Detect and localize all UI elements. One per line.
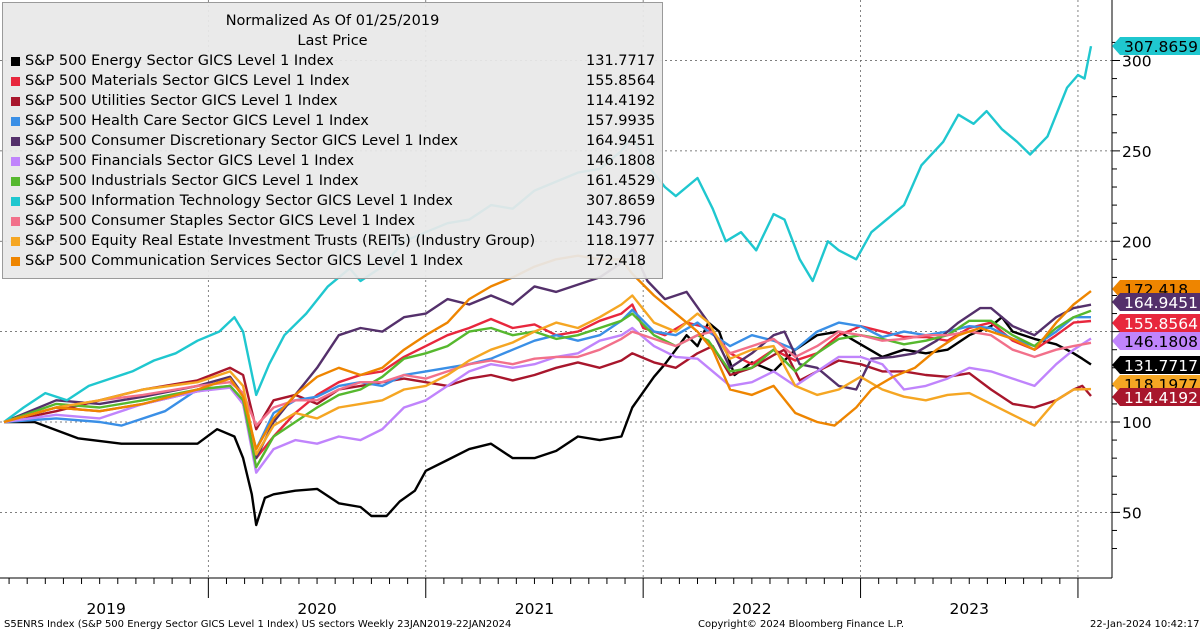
legend-swatch xyxy=(11,57,20,66)
series-line xyxy=(3,330,1092,427)
series-line xyxy=(4,316,1092,527)
legend-title: Normalized As Of 01/25/2019 xyxy=(225,13,440,29)
legend-item: S&P 500 Communication Services Sector GI… xyxy=(3,251,662,271)
legend-series-name: S&P 500 Communication Services Sector GI… xyxy=(25,253,464,269)
x-axis-label: 2023 xyxy=(950,600,989,618)
last-value-label: 155.8564 xyxy=(1124,315,1198,333)
legend-swatch xyxy=(11,217,20,226)
last-value-label: 146.1808 xyxy=(1124,333,1198,351)
last-value-label: 164.9451 xyxy=(1124,294,1198,312)
series-line xyxy=(3,326,1092,474)
legend-item: S&P 500 Consumer Discretionary Sector GI… xyxy=(3,131,662,151)
last-value-label-box xyxy=(1112,356,1200,374)
x-axis-label: 2022 xyxy=(732,600,771,618)
legend-last-value: 155.8564 xyxy=(586,73,656,89)
legend-swatch xyxy=(11,137,20,146)
last-value-label: 131.7717 xyxy=(1124,357,1198,375)
legend-item: S&P 500 Energy Sector GICS Level 1 Index… xyxy=(3,51,662,71)
legend-swatch xyxy=(11,257,20,266)
x-axis: 2019 2020 2021 2022 2023 xyxy=(0,577,1112,618)
footer-timestamp: 22-Jan-2024 10:42:17 xyxy=(1090,619,1200,630)
legend-series-name: S&P 500 Consumer Staples Sector GICS Lev… xyxy=(25,213,416,229)
series-line xyxy=(3,309,1092,469)
legend-swatch xyxy=(11,117,20,126)
legend-item: S&P 500 Financials Sector GICS Level 1 I… xyxy=(3,151,662,171)
last-value-label-box xyxy=(1112,314,1200,332)
legend-series-name: S&P 500 Utilities Sector GICS Level 1 In… xyxy=(25,93,338,109)
legend-swatch xyxy=(11,157,20,166)
legend-last-value: 143.796 xyxy=(586,213,646,229)
legend: Normalized As Of 01/25/2019 Last Price S… xyxy=(2,2,663,279)
legend-series-name: S&P 500 Industrials Sector GICS Level 1 … xyxy=(25,173,359,189)
last-value-boxes: 172.418164.9451307.8659155.8564146.18081… xyxy=(1112,37,1200,407)
legend-swatch xyxy=(11,197,20,206)
legend-series-name: S&P 500 Materials Sector GICS Level 1 In… xyxy=(25,73,350,89)
x-axis-label: 2021 xyxy=(515,600,554,618)
x-axis-label: 2019 xyxy=(86,600,125,618)
last-value-label-box xyxy=(1112,293,1200,311)
legend-last-value: 161.4529 xyxy=(586,173,656,189)
legend-last-value: 164.9451 xyxy=(586,133,656,149)
y-axis-label: 50 xyxy=(1122,504,1142,522)
y-axis-label: 300 xyxy=(1122,53,1152,71)
legend-series-name: S&P 500 Equity Real Estate Investment Tr… xyxy=(25,233,536,249)
legend-rows: S&P 500 Energy Sector GICS Level 1 Index… xyxy=(3,51,662,271)
last-value-label-box xyxy=(1112,37,1200,55)
legend-item: S&P 500 Utilities Sector GICS Level 1 In… xyxy=(3,91,662,111)
legend-swatch xyxy=(11,177,20,186)
legend-swatch xyxy=(11,237,20,246)
x-axis-label: 2020 xyxy=(297,600,336,618)
legend-item: S&P 500 Consumer Staples Sector GICS Lev… xyxy=(3,211,662,231)
last-value-label-box xyxy=(1112,388,1200,406)
legend-last-value: 131.7717 xyxy=(586,53,656,69)
y-axis-label: 200 xyxy=(1122,233,1152,251)
series-line xyxy=(3,344,1092,431)
legend-last-value: 307.8659 xyxy=(586,193,656,209)
y-axis-label: 100 xyxy=(1122,414,1152,432)
legend-swatch xyxy=(11,97,20,106)
last-value-label: 307.8659 xyxy=(1124,38,1198,56)
legend-series-name: S&P 500 Consumer Discretionary Sector GI… xyxy=(25,133,459,149)
footer-security-info: S5ENRS Index (S&P 500 Energy Sector GICS… xyxy=(4,619,512,630)
legend-series-name: S&P 500 Health Care Sector GICS Level 1 … xyxy=(25,113,369,129)
legend-last-value: 118.1977 xyxy=(586,233,656,249)
last-value-label-box xyxy=(1112,332,1200,350)
series-line xyxy=(3,303,1092,460)
legend-item: S&P 500 Health Care Sector GICS Level 1 … xyxy=(3,111,662,131)
legend-item: S&P 500 Information Technology Sector GI… xyxy=(3,191,662,211)
legend-last-value: 157.9935 xyxy=(586,113,656,129)
legend-series-name: S&P 500 Financials Sector GICS Level 1 I… xyxy=(25,153,355,169)
legend-last-value: 172.418 xyxy=(586,253,646,269)
series-line xyxy=(3,294,1092,456)
legend-item: S&P 500 Materials Sector GICS Level 1 In… xyxy=(3,71,662,91)
last-value-label: 114.4192 xyxy=(1124,389,1198,407)
legend-item: S&P 500 Industrials Sector GICS Level 1 … xyxy=(3,171,662,191)
legend-subtitle: Last Price xyxy=(297,33,368,49)
legend-last-value: 114.4192 xyxy=(586,93,656,109)
legend-series-name: S&P 500 Energy Sector GICS Level 1 Index xyxy=(25,53,334,69)
legend-last-value: 146.1808 xyxy=(586,153,656,169)
legend-swatch xyxy=(11,77,20,86)
y-axis-label: 250 xyxy=(1122,143,1152,161)
footer-copyright: Copyright© 2024 Bloomberg Finance L.P. xyxy=(698,619,905,630)
legend-item: S&P 500 Equity Real Estate Investment Tr… xyxy=(3,231,662,251)
legend-series-name: S&P 500 Information Technology Sector GI… xyxy=(25,193,453,209)
